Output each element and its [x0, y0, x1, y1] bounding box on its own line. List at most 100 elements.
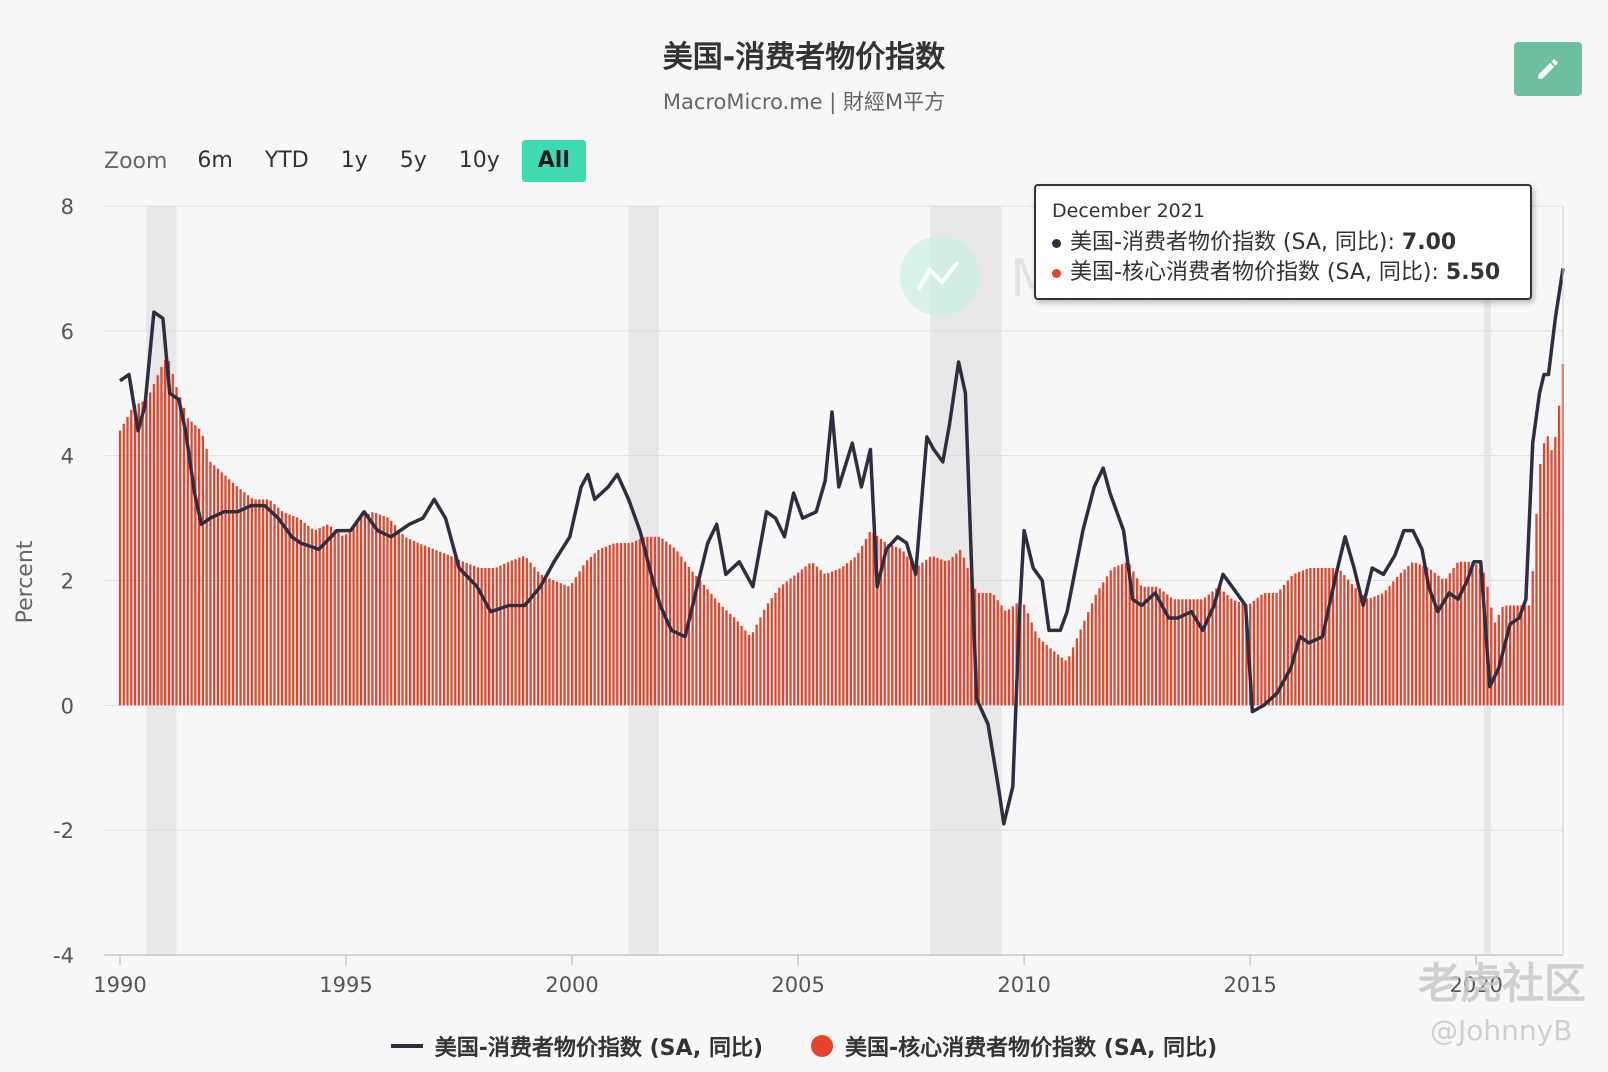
core-cpi-bar — [333, 529, 336, 706]
core-cpi-bar — [149, 392, 152, 706]
core-cpi-bar — [763, 609, 766, 706]
core-cpi-bar — [359, 517, 363, 706]
zoom-6m-button[interactable]: 6m — [197, 148, 233, 173]
core-cpi-bar — [1388, 585, 1391, 706]
core-cpi-bar — [231, 482, 235, 706]
zoom-10y-button[interactable]: 10y — [458, 148, 500, 173]
core-cpi-bar — [861, 545, 864, 706]
core-cpi-bar — [638, 538, 642, 706]
legend-item-cpi[interactable]: 美国-消费者物价指数 (SA, 同比) — [390, 1030, 763, 1062]
core-cpi-bar — [593, 553, 596, 706]
core-cpi-bar — [661, 538, 664, 706]
legend-item-core[interactable]: 美国-核心消费者物价指数 (SA, 同比) — [811, 1030, 1217, 1062]
core-cpi-bar — [778, 587, 781, 706]
core-cpi-bar — [348, 529, 351, 706]
core-cpi-bar — [838, 568, 841, 706]
core-cpi-bar — [989, 592, 992, 706]
core-cpi-bar — [1282, 584, 1286, 706]
core-cpi-bar — [793, 575, 796, 706]
core-cpi-bar — [1211, 591, 1214, 706]
core-cpi-bar — [179, 397, 182, 706]
core-cpi-bar — [879, 538, 883, 706]
core-cpi-bar — [894, 546, 898, 706]
core-cpi-bar — [205, 448, 208, 706]
core-cpi-bar — [951, 556, 954, 706]
core-cpi-bar — [992, 595, 996, 706]
core-cpi-bar — [295, 517, 299, 706]
y-tick-label: -4 — [53, 944, 74, 968]
core-cpi-bar — [1136, 578, 1139, 706]
core-cpi-bar — [597, 549, 600, 706]
core-cpi-bar — [1463, 561, 1467, 706]
core-cpi-bar — [552, 580, 555, 706]
core-cpi-bar — [246, 495, 250, 706]
core-cpi-bar — [1113, 567, 1116, 706]
core-cpi-bar — [472, 565, 476, 706]
core-cpi-bar — [1475, 564, 1478, 706]
core-cpi-bar — [337, 532, 340, 706]
core-cpi-bar — [642, 537, 645, 706]
core-cpi-bar — [1433, 572, 1436, 706]
core-cpi-bar — [1422, 565, 1425, 706]
core-cpi-bar — [845, 563, 849, 706]
core-cpi-bar — [465, 562, 468, 706]
core-cpi-bar — [947, 560, 950, 706]
core-cpi-bar — [657, 536, 660, 706]
core-cpi-bar — [356, 520, 359, 706]
core-cpi-bar — [450, 556, 453, 706]
core-cpi-bar — [883, 541, 886, 706]
zoom-1y-button[interactable]: 1y — [340, 148, 368, 173]
core-cpi-bar — [476, 567, 480, 706]
core-cpi-bar — [1554, 436, 1557, 706]
core-cpi-bar — [672, 547, 675, 706]
core-cpi-bar — [1098, 588, 1101, 706]
core-cpi-bar — [1011, 606, 1014, 706]
core-cpi-bar — [1237, 601, 1240, 706]
core-cpi-bar — [1245, 604, 1248, 706]
core-cpi-bar — [186, 418, 189, 706]
core-cpi-bar — [1071, 647, 1075, 706]
edit-button[interactable] — [1514, 42, 1582, 96]
core-cpi-bar — [506, 562, 510, 706]
core-cpi-bar — [420, 544, 423, 706]
tooltip-row-cpi: 美国-消费者物价指数 (SA, 同比): 7.00 — [1052, 228, 1514, 258]
core-cpi-bar — [1380, 593, 1384, 706]
core-cpi-bar — [1516, 605, 1519, 706]
core-cpi-bar — [691, 571, 694, 706]
core-cpi-bar — [1279, 589, 1282, 706]
zoom-5y-button[interactable]: 5y — [399, 148, 427, 173]
core-cpi-bar — [243, 492, 246, 706]
chart-subtitle: MacroMicro.me | 財經M平方 — [662, 90, 946, 114]
core-cpi-bar — [1557, 405, 1561, 706]
core-cpi-bar — [1542, 443, 1546, 706]
core-cpi-bar — [1207, 594, 1210, 706]
core-cpi-bar — [262, 499, 265, 706]
core-cpi-bar — [1267, 592, 1271, 706]
core-cpi-bar — [416, 542, 419, 706]
core-cpi-bar — [1264, 592, 1267, 706]
core-cpi-bar — [122, 423, 125, 706]
core-cpi-bar — [1407, 565, 1410, 706]
core-cpi-bar — [182, 407, 186, 706]
core-cpi-bar — [928, 556, 932, 706]
core-cpi-bar — [269, 500, 272, 706]
core-cpi-bar — [966, 568, 969, 706]
core-cpi-bar — [378, 514, 382, 706]
core-cpi-bar — [382, 516, 385, 706]
core-cpi-bar — [902, 551, 905, 706]
zoom-all-button[interactable]: All — [521, 140, 586, 182]
y-tick-label: 8 — [61, 195, 74, 219]
core-cpi-bar — [280, 511, 284, 706]
core-cpi-bar — [1166, 594, 1169, 706]
core-cpi-bar — [1120, 564, 1124, 706]
core-cpi-bar — [1030, 622, 1033, 706]
core-cpi-bar — [344, 534, 348, 706]
core-cpi-bar — [1023, 604, 1026, 706]
tooltip-core-value: 5.50 — [1445, 260, 1501, 285]
core-cpi-bar — [1226, 595, 1229, 706]
core-cpi-bar — [1392, 581, 1395, 706]
core-cpi-bar — [665, 541, 668, 706]
core-cpi-bar — [1241, 603, 1244, 706]
zoom-ytd-button[interactable]: YTD — [264, 148, 309, 173]
core-cpi-bar — [307, 525, 310, 706]
